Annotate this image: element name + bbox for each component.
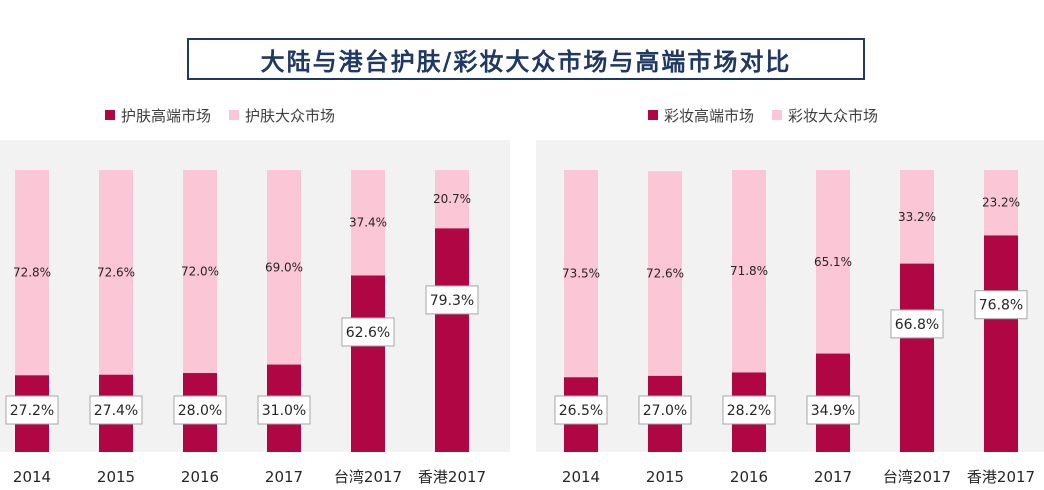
legend-item-mass: 护肤大众市场: [229, 105, 335, 126]
skincare-bar-mass-3: [267, 170, 301, 365]
makeup-label-high-3: 34.9%: [811, 403, 855, 419]
makeup-label-box-high-5: [974, 290, 1028, 320]
makeup-bar-high-4: [900, 263, 934, 452]
makeup-category-label-1: 2015: [646, 468, 684, 486]
makeup-label-high-4: 66.8%: [895, 317, 939, 333]
makeup-label-box-high-3: [806, 395, 860, 425]
makeup-label-mass-2: 71.8%: [730, 264, 768, 278]
skincare-category-label-3: 2017: [265, 468, 303, 486]
skincare-bar-mass-0: [15, 170, 49, 376]
legend-swatch-mass: [229, 110, 240, 120]
makeup-stacked-bar-chart: 73.5% 26.5% 2014 72.6% 27.0% 2015 71.8% 28.2% 20…: [536, 140, 1044, 486]
legend-label-high: 护肤高端市场: [121, 106, 212, 125]
skincare-label-mass-2: 72.0%: [181, 265, 219, 279]
skincare-label-mass-5: 20.7%: [433, 192, 471, 206]
makeup-category-label-4: 台湾2017: [883, 468, 951, 486]
skincare-bar-mass-1: [99, 170, 133, 375]
skincare-legend: 护肤高端市场 护肤大众市场: [105, 100, 353, 130]
makeup-label-box-high-2: [722, 395, 776, 425]
makeup-bar-high-5: [984, 235, 1018, 452]
makeup-label-mass-5: 23.2%: [982, 196, 1020, 210]
legend-label-mass: 护肤大众市场: [245, 106, 336, 125]
makeup-bar-mass-4: [900, 170, 934, 264]
skincare-label-high-0: 27.2%: [10, 403, 54, 419]
skincare-label-box-high-5: [425, 285, 479, 315]
makeup-bar-mass-2: [732, 170, 766, 373]
skincare-bar-mass-5: [435, 170, 469, 229]
makeup-category-label-5: 香港2017: [967, 468, 1035, 486]
skincare-category-label-1: 2015: [97, 468, 135, 486]
legend-swatch-mass: [772, 110, 783, 120]
makeup-label-mass-4: 33.2%: [898, 210, 936, 224]
makeup-label-box-high-1: [638, 395, 692, 425]
skincare-plot-area: [0, 140, 510, 452]
skincare-label-high-5: 79.3%: [430, 293, 474, 309]
legend-item-high: 彩妆高端市场: [648, 105, 754, 126]
makeup-category-label-0: 2014: [562, 468, 600, 486]
makeup-category-label-2: 2016: [730, 468, 768, 486]
skincare-bar-high-5: [435, 228, 469, 452]
skincare-label-mass-0: 72.8%: [13, 266, 51, 280]
makeup-label-high-5: 76.8%: [979, 298, 1023, 314]
makeup-plot-area: [536, 140, 1044, 452]
legend-item-mass: 彩妆大众市场: [772, 105, 878, 126]
makeup-bar-mass-3: [816, 170, 850, 354]
skincare-bar-mass-2: [183, 170, 217, 374]
makeup-legend: 彩妆高端市场 彩妆大众市场: [648, 100, 896, 130]
skincare-label-box-high-3: [257, 395, 311, 425]
makeup-label-high-0: 26.5%: [559, 403, 603, 419]
skincare-category-label-4: 台湾2017: [334, 468, 402, 486]
legend-label-mass: 彩妆大众市场: [788, 106, 879, 125]
skincare-stacked-bar-chart: 72.8% 27.2% 2014 72.6% 27.4% 2015 72.0% 28.0% 20…: [0, 140, 510, 486]
makeup-label-box-high-0: [554, 395, 608, 425]
skincare-label-high-3: 31.0%: [262, 403, 306, 419]
skincare-label-box-high-4: [341, 317, 395, 347]
skincare-label-mass-1: 72.6%: [97, 265, 135, 279]
skincare-label-box-high-0: [5, 395, 59, 425]
skincare-chart-panel: 护肤高端市场 护肤大众市场 72.8% 27.2% 2014 72.6% 27.4% 20…: [0, 100, 510, 490]
makeup-label-mass-3: 65.1%: [814, 255, 852, 269]
chart-title: 大陆与港台护肤/彩妆大众市场与高端市场对比: [187, 38, 865, 80]
makeup-bar-mass-5: [984, 170, 1018, 236]
skincare-category-label-2: 2016: [181, 468, 219, 486]
makeup-label-box-high-4: [890, 309, 944, 339]
makeup-category-label-3: 2017: [814, 468, 852, 486]
skincare-bar-high-4: [351, 275, 385, 452]
skincare-category-label-5: 香港2017: [418, 468, 486, 486]
makeup-bar-mass-0: [564, 170, 598, 378]
makeup-label-high-1: 27.0%: [643, 403, 687, 419]
makeup-chart-panel: 彩妆高端市场 彩妆大众市场 73.5% 26.5% 2014 72.6% 27.0% 20…: [536, 100, 1044, 490]
skincare-label-box-high-2: [173, 395, 227, 425]
skincare-label-high-4: 62.6%: [346, 325, 390, 341]
makeup-label-high-2: 28.2%: [727, 403, 771, 419]
legend-swatch-high: [105, 110, 115, 120]
makeup-label-mass-1: 72.6%: [646, 266, 684, 280]
skincare-label-high-2: 28.0%: [178, 403, 222, 419]
skincare-label-mass-3: 69.0%: [265, 260, 303, 274]
skincare-category-label-0: 2014: [13, 468, 51, 486]
makeup-label-mass-0: 73.5%: [562, 267, 600, 281]
legend-label-high: 彩妆高端市场: [664, 106, 755, 125]
skincare-label-mass-4: 37.4%: [349, 216, 387, 230]
legend-swatch-high: [648, 110, 658, 120]
makeup-bar-mass-1: [648, 171, 682, 376]
skincare-label-high-1: 27.4%: [94, 403, 138, 419]
legend-item-high: 护肤高端市场: [105, 105, 211, 126]
skincare-bar-mass-4: [351, 170, 385, 276]
skincare-label-box-high-1: [89, 395, 143, 425]
